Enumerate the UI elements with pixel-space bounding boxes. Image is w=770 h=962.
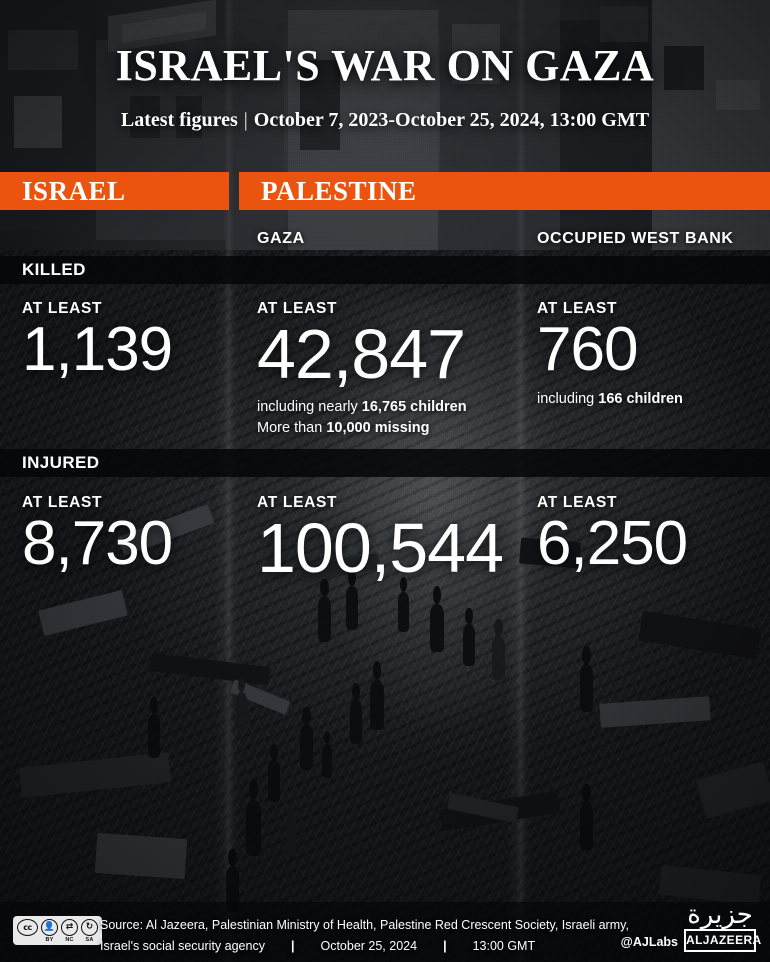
footer-source-line2: Israel's social security agency | October … <box>100 936 629 957</box>
cc-by-icon: 👤 <box>41 919 58 936</box>
stat-killed-gaza: AT LEAST 42,847 including nearly 16,765 … <box>257 300 467 440</box>
stat-value: 42,847 <box>257 315 466 393</box>
page-title: ISRAEL'S WAR ON GAZA <box>115 41 655 90</box>
footer-separator-1: | <box>290 938 295 953</box>
footer-source-date: October 25, 2024 <box>320 938 418 953</box>
stat-injured-israel: AT LEAST 8,730 <box>22 494 173 578</box>
section-band-killed: KILLED <box>0 256 770 284</box>
stat-note-line: More than 10,000 missing <box>257 420 430 437</box>
subtitle-label: Latest figures <box>120 109 238 131</box>
stat-notes: including nearly 16,765 children More tha… <box>257 397 467 441</box>
stat-note-line: including 166 children <box>537 390 683 407</box>
stat-killed-israel: AT LEAST 1,139 <box>22 300 173 384</box>
stat-killed-occupied-west-bank: AT LEAST 760 including 166 children <box>537 300 683 411</box>
stat-value: 1,139 <box>22 315 173 384</box>
creative-commons-badge[interactable]: cc 👤 BY ⇄ NC ↻ SA <box>13 916 102 945</box>
cc-icon: cc <box>17 919 38 936</box>
subcolumn-label-gaza: GAZA <box>257 230 305 247</box>
cc-by-label: BY <box>45 937 54 943</box>
cc-nc-icon: ⇄ <box>61 919 78 936</box>
stat-qualifier: AT LEAST <box>537 494 618 511</box>
footer-source-line1: Source: Al Jazeera, Palestinian Ministry… <box>100 918 629 932</box>
footer-source-time: 13:00 GMT <box>472 938 536 953</box>
stat-qualifier: AT LEAST <box>257 494 338 511</box>
section-band-injured-label: INJURED <box>22 453 100 472</box>
aljazeera-calligraphy-icon: جزيرة <box>687 899 755 930</box>
footer-source-text: Source: Al Jazeera, Palestinian Ministry… <box>100 915 629 956</box>
subtitle-separator: | <box>243 109 248 131</box>
subcolumn-label-occupied-west-bank: OCCUPIED WEST BANK <box>537 230 734 247</box>
footer-source-agency: Israel's social security agency <box>100 938 265 953</box>
cc-spacer-label <box>27 937 29 943</box>
cc-sa-icon: ↻ <box>81 919 98 936</box>
subtitle-latest-figures: Latest figures | October 7, 2023-October 2… <box>0 110 770 130</box>
footer-separator-2: | <box>443 938 447 953</box>
ajlabs-handle[interactable]: @AJLabs <box>620 935 678 949</box>
stat-injured-occupied-west-bank: AT LEAST 6,250 <box>537 494 688 578</box>
section-band-injured: INJURED <box>0 449 770 477</box>
cc-nc-label: NC <box>65 937 74 943</box>
stat-value: 100,544 <box>257 509 504 587</box>
section-band-killed-label: KILLED <box>22 260 86 279</box>
stat-note-line: including nearly 16,765 children <box>257 398 467 415</box>
stat-qualifier: AT LEAST <box>537 300 618 317</box>
stat-qualifier: AT LEAST <box>257 300 338 317</box>
column-header-israel-label: ISRAEL <box>22 175 126 206</box>
stat-value: 8,730 <box>22 509 173 578</box>
subtitle-daterange: October 7, 2023-October 25, 2024, 13:00 … <box>253 109 650 131</box>
stat-value: 6,250 <box>537 509 688 578</box>
footer: cc 👤 BY ⇄ NC ↻ SA Source: Al Jazeera, Pa… <box>0 899 770 962</box>
stat-notes: including 166 children <box>537 389 683 411</box>
cc-sa-label: SA <box>85 937 94 943</box>
stat-qualifier: AT LEAST <box>22 300 103 317</box>
column-header-palestine: PALESTINE <box>239 172 770 210</box>
column-header-israel: ISRAEL <box>0 172 229 210</box>
column-header-palestine-label: PALESTINE <box>261 175 417 206</box>
stat-qualifier: AT LEAST <box>22 494 103 511</box>
aljazeera-wordmark: ALJAZEERA <box>684 929 761 952</box>
stat-value: 760 <box>537 315 638 384</box>
aljazeera-logo[interactable]: جزيرة ALJAZEERA <box>684 899 761 952</box>
stat-injured-gaza: AT LEAST 100,544 <box>257 494 504 587</box>
